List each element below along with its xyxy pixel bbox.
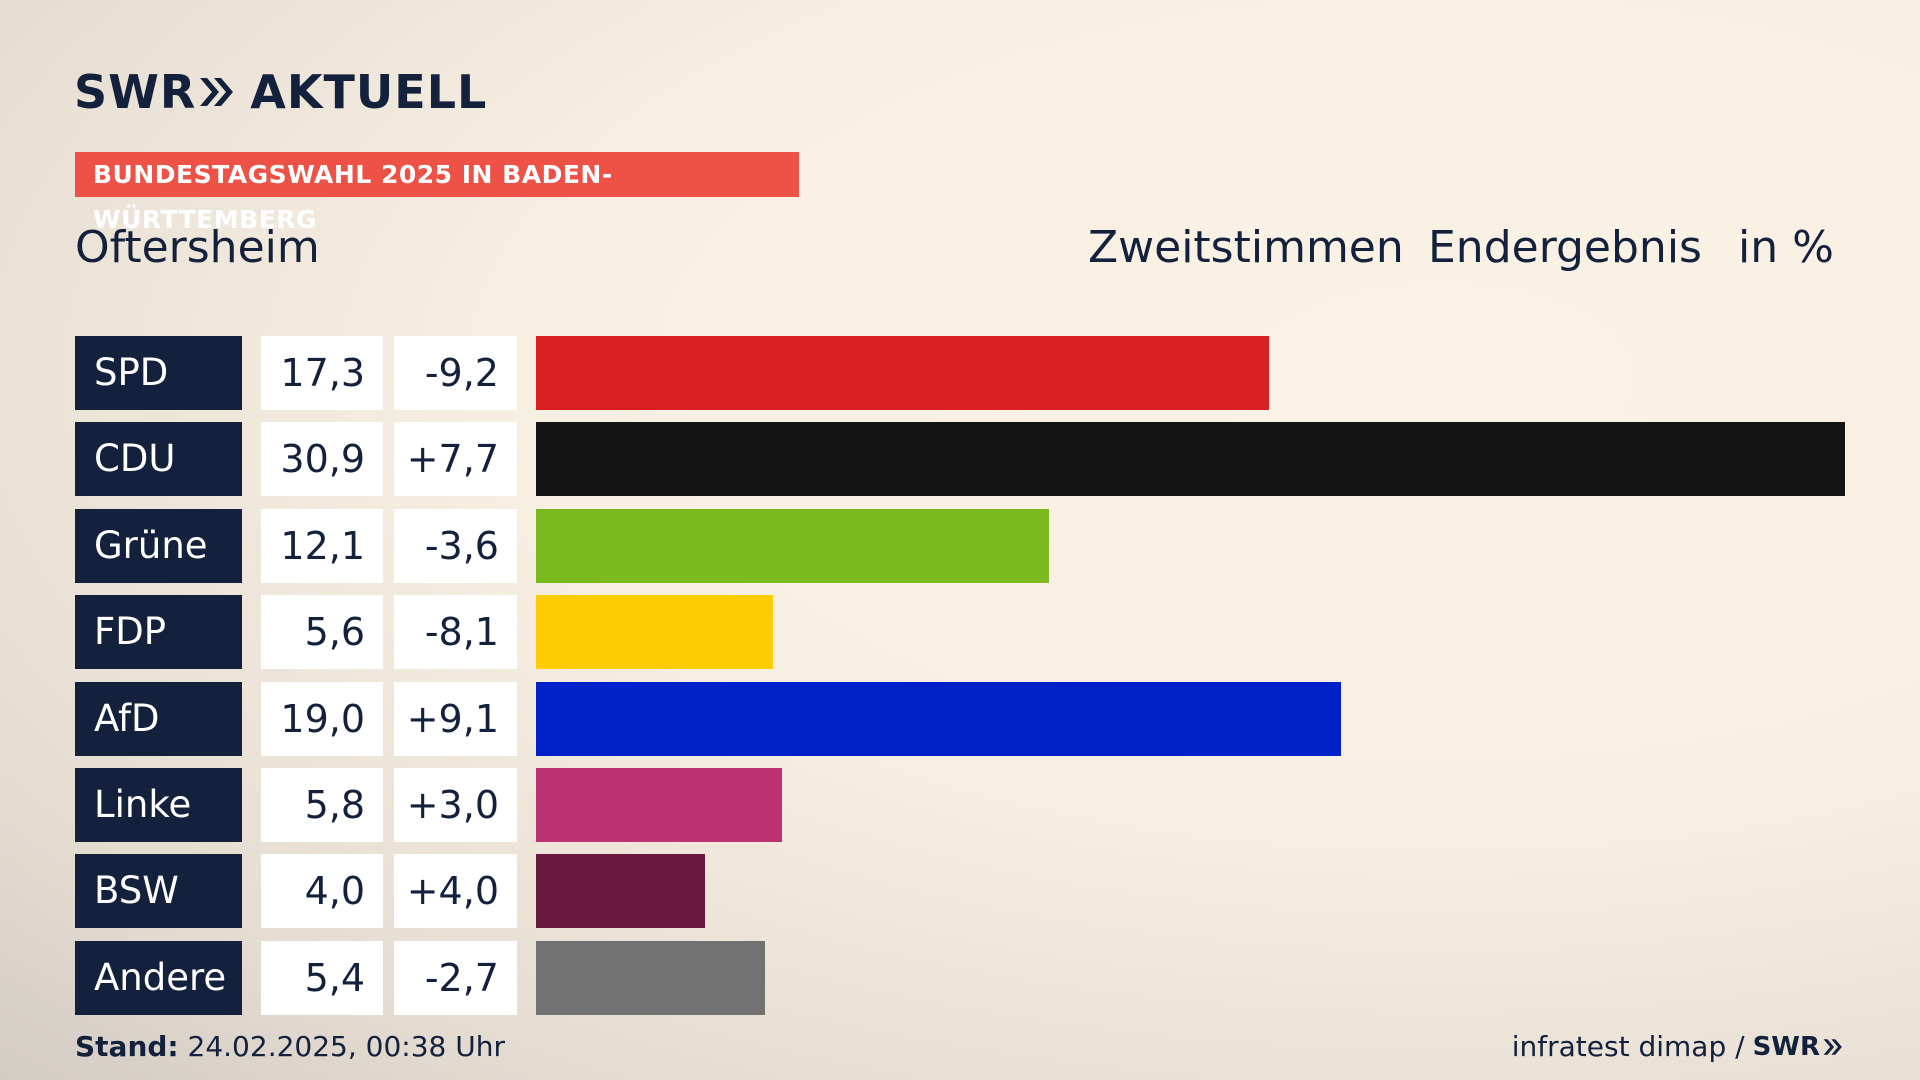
timestamp: Stand: 24.02.2025, 00:38 Uhr [75,1030,505,1063]
party-label: CDU [75,422,242,496]
value-label: 5,4 [261,941,383,1015]
value-label: 12,1 [261,509,383,583]
stand-label: Stand: [75,1030,179,1063]
bar [536,509,1049,583]
value-label: 30,9 [261,422,383,496]
change-label: +9,1 [394,682,517,756]
stand-value: 24.02.2025, 00:38 Uhr [187,1030,505,1063]
bar [536,941,765,1015]
value-label: 17,3 [261,336,383,410]
double-chevron-icon [200,78,234,106]
source-text: infratest dimap / [1511,1030,1745,1063]
location-title: Oftersheim [75,222,320,273]
logo-swr-text: SWR [74,65,197,119]
party-label: FDP [75,595,242,669]
change-label: +3,0 [394,768,517,842]
header-zweitstimmen: Zweitstimmen [1088,222,1404,273]
value-label: 5,6 [261,595,383,669]
election-banner: BUNDESTAGSWAHL 2025 IN BADEN-WÜRTTEMBERG [75,152,799,234]
change-label: -2,7 [394,941,517,1015]
party-label: SPD [75,336,242,410]
double-chevron-small-icon [1823,1038,1842,1055]
header-unit: in % [1738,222,1834,273]
source-brand: SWR [1752,1031,1820,1062]
party-label: Linke [75,768,242,842]
change-label: -8,1 [394,595,517,669]
value-label: 4,0 [261,854,383,928]
logo-aktuell-text: AKTUELL [250,65,488,119]
party-label: AfD [75,682,242,756]
change-label: -3,6 [394,509,517,583]
party-label: Andere [75,941,242,1015]
bar [536,336,1269,410]
change-label: +4,0 [394,854,517,928]
bar [536,682,1341,756]
value-label: 19,0 [261,682,383,756]
bar [536,422,1845,496]
source-credit: infratest dimap / SWR [1512,1030,1844,1063]
change-label: +7,7 [394,422,517,496]
bar [536,854,705,928]
bar [536,595,773,669]
swr-aktuell-logo: SWR AKTUELL [74,62,487,122]
party-label: BSW [75,854,242,928]
header-endergebnis: Endergebnis [1428,222,1702,273]
change-label: -9,2 [394,336,517,410]
value-label: 5,8 [261,768,383,842]
party-label: Grüne [75,509,242,583]
bar [536,768,782,842]
